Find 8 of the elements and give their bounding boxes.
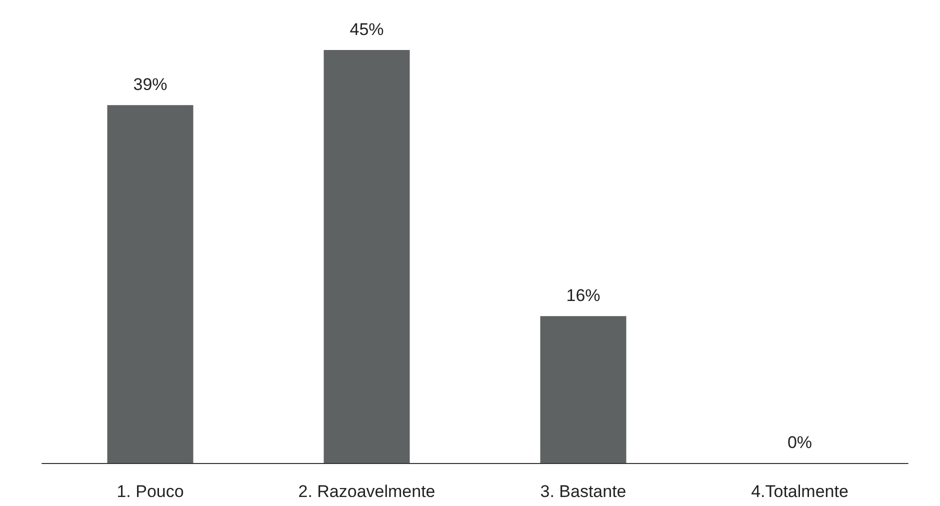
data-label: 16% [566, 286, 600, 306]
data-label: 45% [350, 20, 384, 39]
data-label: 39% [133, 75, 168, 94]
x-tick-label: 1. Pouco [116, 482, 184, 501]
x-tick-label: 2. Razoavelmente [298, 482, 436, 501]
x-tick-label: 4.Totalmente [751, 482, 848, 501]
x-tick-label: 3. Bastante [540, 482, 626, 501]
data-label: 0% [787, 433, 812, 452]
